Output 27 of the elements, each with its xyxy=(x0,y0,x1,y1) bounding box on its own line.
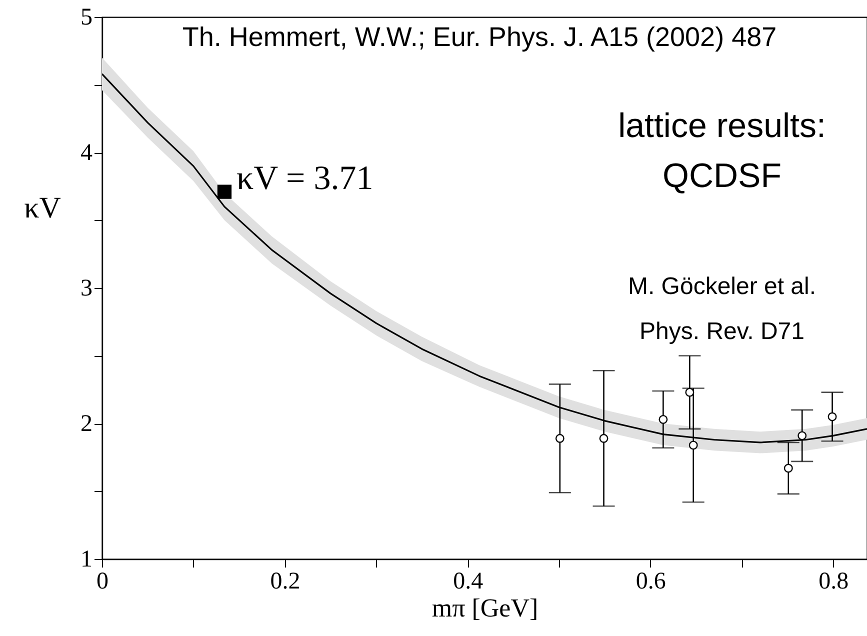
x-tick-label: 0 xyxy=(96,568,108,594)
point xyxy=(555,434,564,443)
y-tick-label: 5 xyxy=(80,4,92,30)
x-tick-label: 0.6 xyxy=(636,568,666,594)
annotation: κV = 3.71 xyxy=(236,160,374,197)
point xyxy=(784,464,793,473)
x-tick-label: 0.4 xyxy=(453,568,484,594)
point xyxy=(798,431,807,440)
x-tick-label: 0.2 xyxy=(270,568,300,594)
y-tick-label: 2 xyxy=(80,411,92,437)
y-tick-label: 3 xyxy=(80,276,92,302)
point xyxy=(217,184,232,199)
annotation: Phys. Rev. D71 xyxy=(640,318,804,345)
point xyxy=(828,412,837,422)
y-tick-label: 1 xyxy=(80,546,92,572)
annotation: lattice results: xyxy=(618,107,826,145)
annotation: QCDSF xyxy=(662,157,782,195)
point xyxy=(688,440,698,450)
chart-title: Th. Hemmert, W.W.; Eur. Phys. J. A15 (2002) 487 xyxy=(182,22,777,52)
x-tick-label: 0.8 xyxy=(818,568,849,594)
x-axis-title: mπ [GeV] xyxy=(432,594,538,622)
point xyxy=(685,388,694,397)
y-tick-label: 4 xyxy=(80,140,92,166)
y-axis-title: κV xyxy=(24,191,62,224)
annotation: M. Göckeler et al. xyxy=(628,273,816,300)
point xyxy=(599,434,608,443)
point xyxy=(658,414,668,424)
